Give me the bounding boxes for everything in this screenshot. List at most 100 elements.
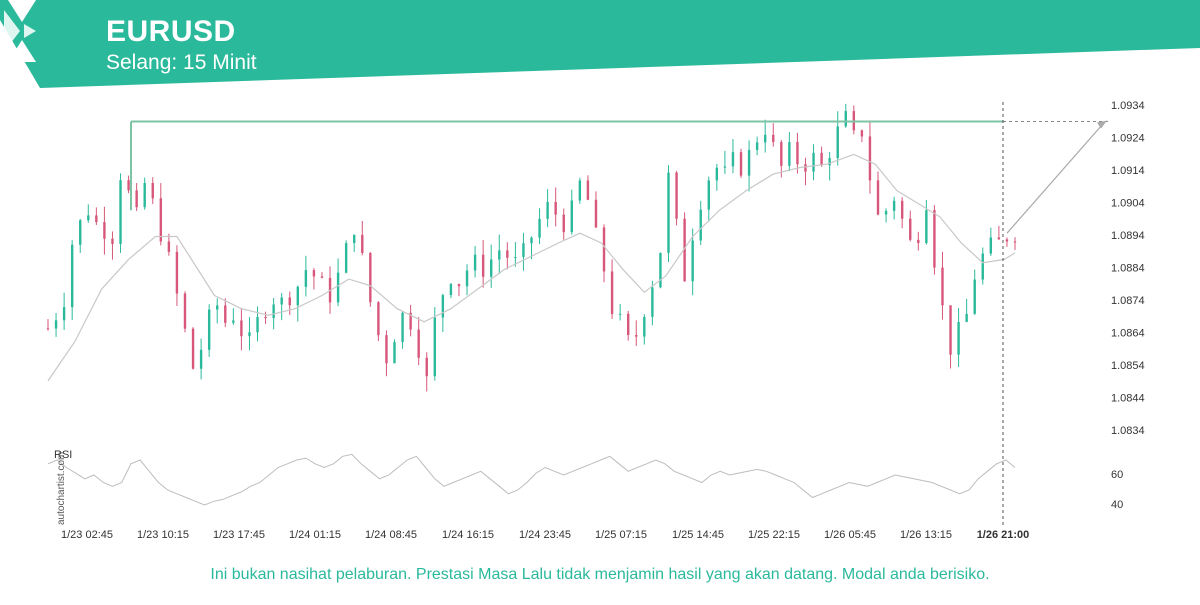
candle-body — [449, 284, 453, 296]
candle-body — [385, 335, 388, 364]
candle-body — [151, 182, 154, 199]
candle-body — [353, 234, 356, 244]
candle-body — [941, 267, 944, 306]
candle-body — [643, 316, 646, 337]
candle-body — [256, 316, 259, 333]
candle-body — [578, 180, 582, 201]
candle-body — [820, 152, 823, 166]
candle-body — [659, 252, 662, 288]
candle-body — [538, 218, 541, 238]
candle-body — [296, 286, 300, 306]
autochartist-logo-icon — [4, 0, 36, 62]
candle-body — [933, 210, 936, 268]
y-tick-label: 1.0834 — [1111, 425, 1145, 437]
candle-body — [949, 305, 952, 355]
current-time-label: 1/26 21:00 — [977, 529, 1030, 541]
x-tick-label: 1/25 14:45 — [672, 529, 724, 541]
x-tick-label: 1/23 17:45 — [213, 529, 265, 541]
watermark: autochartist.com — [56, 451, 67, 525]
y-tick-label: 1.0904 — [1111, 198, 1145, 210]
candle-body — [562, 214, 565, 233]
y-tick-label: 1.0894 — [1111, 230, 1145, 242]
candle-body — [320, 276, 324, 278]
candle-body — [54, 320, 58, 329]
candle-body — [989, 237, 993, 254]
candle-body — [288, 297, 291, 306]
y-tick-label: 1.0844 — [1111, 393, 1145, 405]
banner-background — [0, 0, 1200, 88]
candle-body — [304, 270, 308, 287]
candle-body — [433, 317, 436, 377]
x-tick-label: 1/24 23:45 — [519, 529, 571, 541]
candle-body — [554, 201, 557, 215]
projection-arrow-line — [1006, 121, 1106, 234]
candle-body — [925, 210, 928, 244]
candle-body — [651, 287, 654, 317]
candle-body — [175, 251, 179, 294]
candle-body — [361, 234, 364, 253]
candle-body — [763, 134, 767, 143]
x-tick-label: 1/24 01:15 — [289, 529, 341, 541]
candle-body — [788, 142, 791, 166]
candle-body — [772, 134, 775, 143]
candle-body — [248, 332, 251, 337]
x-tick-label: 1/23 10:15 — [137, 529, 189, 541]
candle-body — [183, 293, 187, 329]
x-tick-label: 1/23 02:45 — [61, 529, 113, 541]
candle-body — [143, 182, 146, 208]
candle-body — [828, 158, 831, 166]
candle-body — [635, 335, 638, 337]
candle-body — [312, 270, 316, 277]
x-tick-label: 1/24 16:15 — [442, 529, 494, 541]
candle-body — [618, 313, 622, 315]
rsi-line — [47, 453, 1016, 506]
rsi-tick-label: 40 — [1111, 499, 1123, 511]
candle-body — [79, 220, 82, 245]
candle-body — [909, 218, 912, 240]
candle-body — [87, 215, 90, 221]
candle-body — [207, 309, 211, 350]
banner-shape — [0, 0, 1200, 88]
candle-body — [957, 321, 960, 355]
candle-body — [401, 312, 404, 343]
candle-body — [240, 320, 243, 337]
candle-body — [135, 190, 138, 208]
price-layer — [46, 103, 1017, 392]
disclaimer: Ini bukan nasihat pelaburan. Prestasi Ma… — [210, 566, 990, 583]
y-tick-label: 1.0924 — [1111, 133, 1145, 145]
candle-body — [602, 227, 606, 272]
candle-body — [715, 167, 719, 181]
candle-body — [473, 254, 477, 271]
x-tick-label: 1/24 08:45 — [365, 529, 417, 541]
candle-body — [917, 239, 920, 244]
rsi-layer: RSI 60 40 — [47, 449, 1123, 511]
x-tick-label: 1/25 07:15 — [595, 529, 647, 541]
candle-body — [377, 302, 380, 336]
candle-body — [457, 284, 461, 287]
candle-body — [981, 253, 984, 280]
candle-body — [369, 252, 372, 303]
candle-body — [997, 237, 1001, 240]
candle-body — [111, 238, 114, 244]
candle-body — [62, 307, 66, 321]
candle-body — [780, 142, 783, 166]
projection-arrow-head — [1097, 120, 1107, 129]
candle-body — [965, 313, 968, 322]
candle-body — [481, 254, 485, 277]
candle-body — [103, 222, 106, 239]
candle-body — [699, 209, 702, 241]
candle-body — [755, 142, 759, 150]
candle-body — [892, 200, 896, 211]
candle-body — [731, 152, 735, 167]
candle-body — [46, 328, 50, 330]
y-tick-label: 1.0884 — [1111, 263, 1145, 275]
candle-body — [224, 305, 227, 323]
candle-body — [610, 271, 614, 314]
candle-body — [884, 210, 888, 215]
candle-body — [514, 257, 517, 259]
candle-body — [1013, 241, 1017, 243]
x-tick-label: 1/25 22:15 — [748, 529, 800, 541]
candle-body — [868, 136, 872, 181]
